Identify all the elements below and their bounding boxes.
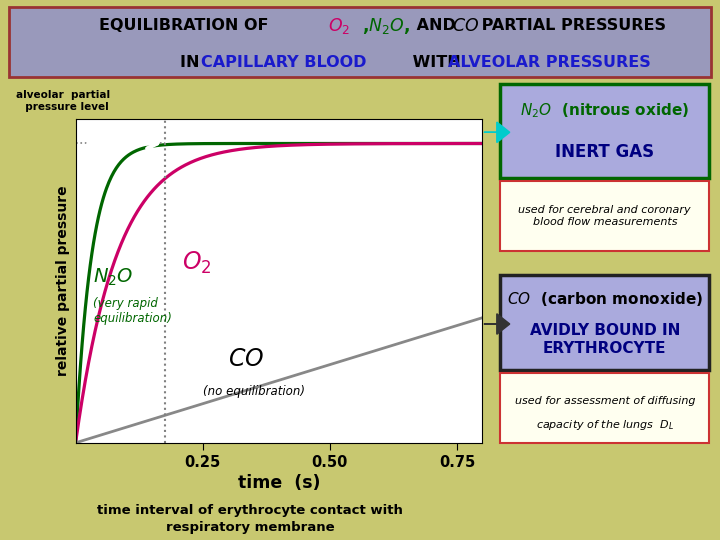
Text: $\it{N}_2\it{O}$  (nitrous oxide): $\it{N}_2\it{O}$ (nitrous oxide) <box>520 101 690 119</box>
FancyBboxPatch shape <box>9 7 711 77</box>
Text: EQUILIBRATION OF: EQUILIBRATION OF <box>99 18 279 33</box>
FancyBboxPatch shape <box>500 84 709 178</box>
Text: time interval of erythrocyte contact with: time interval of erythrocyte contact wit… <box>97 504 403 517</box>
Text: AND: AND <box>411 18 467 33</box>
Text: (very rapid
equilibration): (very rapid equilibration) <box>94 298 172 326</box>
Text: used for cerebral and coronary
blood flow measurements: used for cerebral and coronary blood flo… <box>518 205 691 227</box>
Text: $\it{O}_2$: $\it{O}_2$ <box>328 16 351 36</box>
Text: (no equilibration): (no equilibration) <box>203 385 305 398</box>
Text: alveolar  partial
  pressure level: alveolar partial pressure level <box>16 90 110 112</box>
Text: ,$\it{N}_2\it{O}$,: ,$\it{N}_2\it{O}$, <box>362 16 410 36</box>
Text: ALVEOLAR PRESSURES: ALVEOLAR PRESSURES <box>448 55 651 70</box>
Text: CAPILLARY BLOOD: CAPILLARY BLOOD <box>201 55 366 70</box>
Text: $\it{CO}$: $\it{CO}$ <box>228 347 264 370</box>
Text: WITH: WITH <box>408 55 472 70</box>
Text: AVIDLY BOUND IN
ERYTHROCYTE: AVIDLY BOUND IN ERYTHROCYTE <box>530 323 680 356</box>
Text: $\it{O}_2$: $\it{O}_2$ <box>182 250 212 276</box>
FancyBboxPatch shape <box>500 275 709 370</box>
Text: IN: IN <box>180 55 211 70</box>
Y-axis label: relative partial pressure: relative partial pressure <box>56 185 70 376</box>
Text: PARTIAL PRESSURES: PARTIAL PRESSURES <box>477 18 667 33</box>
FancyBboxPatch shape <box>500 181 709 251</box>
Text: used for assessment of diffusing: used for assessment of diffusing <box>515 396 695 406</box>
Text: capacity of the lungs  $\mathbf{\it{D}_L}$: capacity of the lungs $\mathbf{\it{D}_L}… <box>536 418 674 432</box>
Text: $\it{N}_2\it{O}$: $\it{N}_2\it{O}$ <box>94 266 134 288</box>
Text: $\it{CO}$  (carbon monoxide): $\it{CO}$ (carbon monoxide) <box>507 290 703 308</box>
Text: $\it{CO}$: $\it{CO}$ <box>451 17 479 35</box>
Text: respiratory membrane: respiratory membrane <box>166 521 335 534</box>
FancyBboxPatch shape <box>500 373 709 443</box>
Text: INERT GAS: INERT GAS <box>555 143 654 161</box>
X-axis label: time  (s): time (s) <box>238 474 320 492</box>
